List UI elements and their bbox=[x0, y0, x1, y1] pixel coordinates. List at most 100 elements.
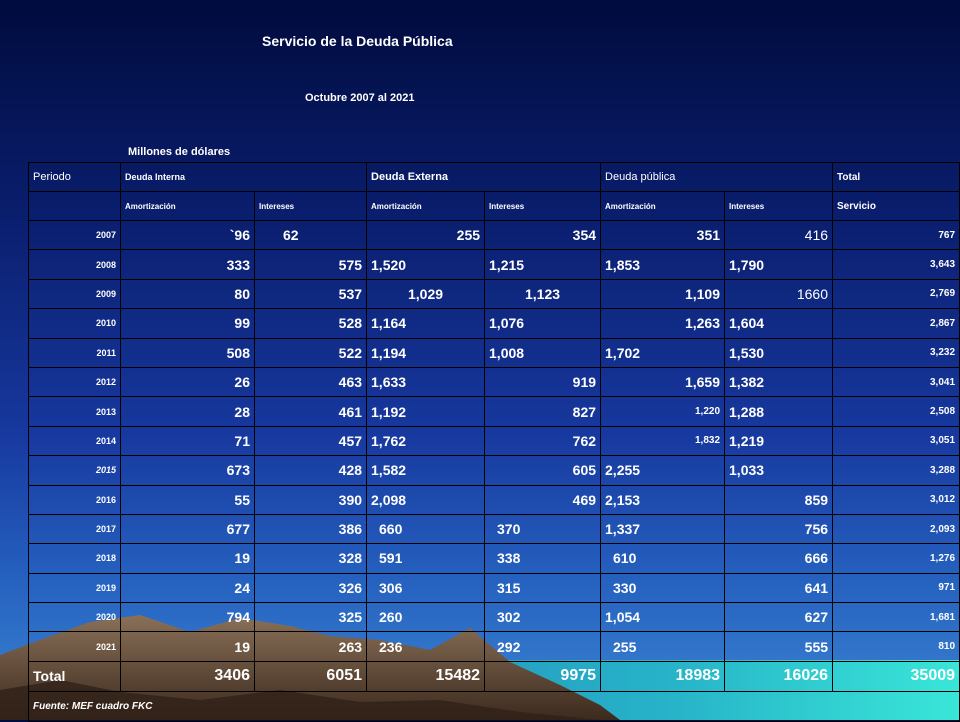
cell-di-intereses: 62 bbox=[253, 219, 368, 251]
table-row: 2018 19 328 591 338 610 666 1,276 bbox=[28, 543, 960, 574]
cell-di-amortizacion: 677 bbox=[120, 513, 255, 545]
cell-di-amortizacion: 71 bbox=[120, 425, 255, 457]
cell-de-intereses: 827 bbox=[484, 396, 602, 427]
cell-dp-intereses: 756 bbox=[724, 513, 834, 545]
cell-dp-amortizacion: 1,337 bbox=[600, 513, 726, 545]
cell-dp-intereses: 416 bbox=[724, 219, 834, 251]
cell-de-intereses: 315 bbox=[484, 572, 602, 604]
cell-total: 810 bbox=[832, 631, 960, 662]
cell-total: 3,012 bbox=[832, 484, 960, 515]
header-de-amortizacion: Amortización bbox=[366, 191, 486, 221]
cell-de-amortizacion: 1,633 bbox=[366, 366, 486, 398]
cell-de-intereses: 1,076 bbox=[484, 308, 602, 339]
header-row-groups: Periodo Deuda Interna Deuda Externa Deud… bbox=[28, 162, 960, 192]
cell-dp-intereses: 859 bbox=[724, 484, 834, 515]
cell-di-intereses: 328 bbox=[253, 543, 368, 574]
cell-de-amortizacion: 1,762 bbox=[366, 425, 486, 457]
cell-di-amortizacion: 24 bbox=[120, 572, 255, 604]
cell-di-intereses: 263 bbox=[253, 631, 368, 662]
cell-di-intereses: 537 bbox=[253, 278, 368, 310]
page-title: Servicio de la Deuda Pública bbox=[262, 33, 453, 49]
cell-total: 3,643 bbox=[832, 249, 960, 280]
table-row: 2009 80 537 1,029 1,123 1,109 1660 2,769 bbox=[28, 278, 960, 310]
total-servicio: 35009 bbox=[832, 660, 960, 692]
cell-total: 3,232 bbox=[832, 337, 960, 368]
cell-total: 1,681 bbox=[832, 602, 960, 633]
header-deuda-publica: Deuda pública bbox=[600, 162, 834, 192]
cell-di-intereses: 326 bbox=[253, 572, 368, 604]
header-di-amortizacion: Amortización bbox=[120, 191, 255, 221]
cell-dp-intereses: 555 bbox=[724, 631, 834, 662]
cell-dp-amortizacion: 2,255 bbox=[600, 455, 726, 486]
header-deuda-externa: Deuda Externa bbox=[366, 162, 602, 192]
total-de-intereses: 9975 bbox=[484, 660, 602, 692]
cell-di-amortizacion: 673 bbox=[120, 455, 255, 486]
cell-de-amortizacion: 1,029 bbox=[366, 278, 486, 310]
cell-dp-intereses: 1,790 bbox=[724, 249, 834, 280]
totals-row: Total 3406 6051 15482 9975 18983 16026 3… bbox=[28, 660, 960, 692]
table-row: 2016 55 390 2,098 469 2,153 859 3,012 bbox=[28, 484, 960, 515]
header-dp-amortizacion: Amortización bbox=[600, 191, 726, 221]
cell-total: 971 bbox=[832, 572, 960, 604]
total-label: Total bbox=[28, 660, 121, 692]
cell-dp-intereses: 1,033 bbox=[724, 455, 834, 486]
cell-de-intereses: 302 bbox=[484, 602, 602, 633]
row-year: 2018 bbox=[28, 543, 121, 574]
cell-de-amortizacion: 260 bbox=[366, 602, 486, 633]
row-year: 2011 bbox=[28, 337, 121, 368]
cell-di-intereses: 461 bbox=[253, 396, 368, 427]
table-row: 2019 24 326 306 315 330 641 971 bbox=[28, 572, 960, 604]
cell-di-amortizacion: 28 bbox=[120, 396, 255, 427]
cell-dp-intereses: 1,382 bbox=[724, 366, 834, 398]
cell-dp-amortizacion: 610 bbox=[600, 543, 726, 574]
table-row: 2011 508 522 1,194 1,008 1,702 1,530 3,2… bbox=[28, 337, 960, 368]
cell-di-intereses: 463 bbox=[253, 366, 368, 398]
cell-de-intereses: 1,008 bbox=[484, 337, 602, 368]
cell-de-intereses: 1,123 bbox=[484, 278, 602, 310]
header-blank bbox=[28, 191, 121, 221]
cell-di-amortizacion: 19 bbox=[120, 543, 255, 574]
cell-total: 767 bbox=[832, 219, 960, 251]
cell-dp-intereses: 1,288 bbox=[724, 396, 834, 427]
cell-di-amortizacion: 55 bbox=[120, 484, 255, 515]
cell-di-amortizacion: `96 bbox=[120, 219, 255, 251]
cell-dp-intereses: 627 bbox=[724, 602, 834, 633]
cell-de-amortizacion: 1,164 bbox=[366, 308, 486, 339]
cell-total: 3,288 bbox=[832, 455, 960, 486]
cell-de-intereses: 469 bbox=[484, 484, 602, 515]
row-year: 2017 bbox=[28, 513, 121, 545]
cell-dp-intereses: 1,530 bbox=[724, 337, 834, 368]
cell-di-amortizacion: 19 bbox=[120, 631, 255, 662]
cell-total: 3,041 bbox=[832, 366, 960, 398]
cell-di-intereses: 428 bbox=[253, 455, 368, 486]
cell-de-amortizacion: 255 bbox=[366, 219, 486, 251]
cell-total: 2,769 bbox=[832, 278, 960, 310]
cell-dp-amortizacion: 351 bbox=[600, 219, 726, 251]
cell-dp-amortizacion: 2,153 bbox=[600, 484, 726, 515]
total-dp-intereses: 16026 bbox=[724, 660, 834, 692]
header-de-intereses: Intereses bbox=[484, 191, 602, 221]
total-de-amortizacion: 15482 bbox=[366, 660, 486, 692]
cell-di-intereses: 457 bbox=[253, 425, 368, 457]
table-row: 2020 794 325 260 302 1,054 627 1,681 bbox=[28, 602, 960, 633]
header-periodo: Periodo bbox=[28, 162, 121, 192]
cell-dp-amortizacion: 1,853 bbox=[600, 249, 726, 280]
row-year: 2021 bbox=[28, 631, 121, 662]
row-year: 2016 bbox=[28, 484, 121, 515]
header-row-sub: Amortización Intereses Amortización Inte… bbox=[28, 191, 960, 221]
cell-dp-amortizacion: 1,702 bbox=[600, 337, 726, 368]
cell-de-amortizacion: 1,520 bbox=[366, 249, 486, 280]
header-total: Total bbox=[832, 162, 960, 192]
header-di-intereses: Intereses bbox=[253, 191, 368, 221]
cell-total: 2,508 bbox=[832, 396, 960, 427]
source-note: Fuente: MEF cuadro FKC bbox=[27, 690, 960, 722]
cell-di-amortizacion: 26 bbox=[120, 366, 255, 398]
table-row: 2008 333 575 1,520 1,215 1,853 1,790 3,6… bbox=[28, 249, 960, 280]
header-deuda-interna: Deuda Interna bbox=[119, 162, 368, 192]
cell-de-intereses: 354 bbox=[484, 219, 602, 251]
header-dp-intereses: Intereses bbox=[724, 191, 834, 221]
cell-total: 3,051 bbox=[832, 425, 960, 457]
cell-de-intereses: 292 bbox=[484, 631, 602, 662]
cell-de-amortizacion: 306 bbox=[366, 572, 486, 604]
table-row: 2010 99 528 1,164 1,076 1,263 1,604 2,86… bbox=[28, 308, 960, 339]
